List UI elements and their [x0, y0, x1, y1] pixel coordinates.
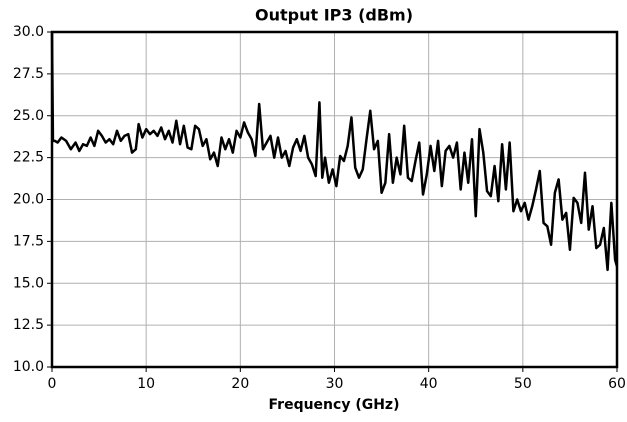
y-tick-label: 30.0	[13, 24, 44, 40]
x-tick-label: 20	[231, 376, 249, 392]
data-line	[50, 31, 619, 272]
x-axis-label: Frequency (GHz)	[269, 397, 400, 413]
y-tick-label: 12.5	[13, 317, 44, 333]
x-tick-label: 10	[137, 376, 155, 392]
x-tick-label: 30	[326, 376, 344, 392]
x-tick-label: 0	[48, 376, 57, 392]
y-tick-label: 20.0	[13, 192, 44, 208]
y-tick-label: 17.5	[13, 233, 44, 249]
y-tick-label: 27.5	[13, 66, 44, 82]
y-tick-label: 22.5	[13, 150, 44, 166]
plot-frame	[50, 30, 619, 369]
x-tick-label: 50	[514, 376, 532, 392]
y-tick-label: 25.0	[13, 108, 44, 124]
y-tick-label: 10.0	[13, 359, 44, 375]
x-tick-label: 60	[608, 376, 626, 392]
x-tick-label: 40	[420, 376, 438, 392]
chart-title: Output IP3 (dBm)	[255, 6, 413, 25]
y-tick-label: 15.0	[13, 275, 44, 291]
